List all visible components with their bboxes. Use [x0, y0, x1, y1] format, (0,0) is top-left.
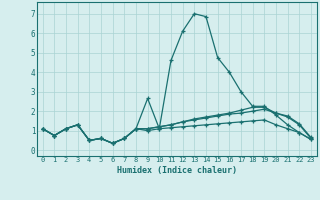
X-axis label: Humidex (Indice chaleur): Humidex (Indice chaleur): [117, 166, 237, 175]
